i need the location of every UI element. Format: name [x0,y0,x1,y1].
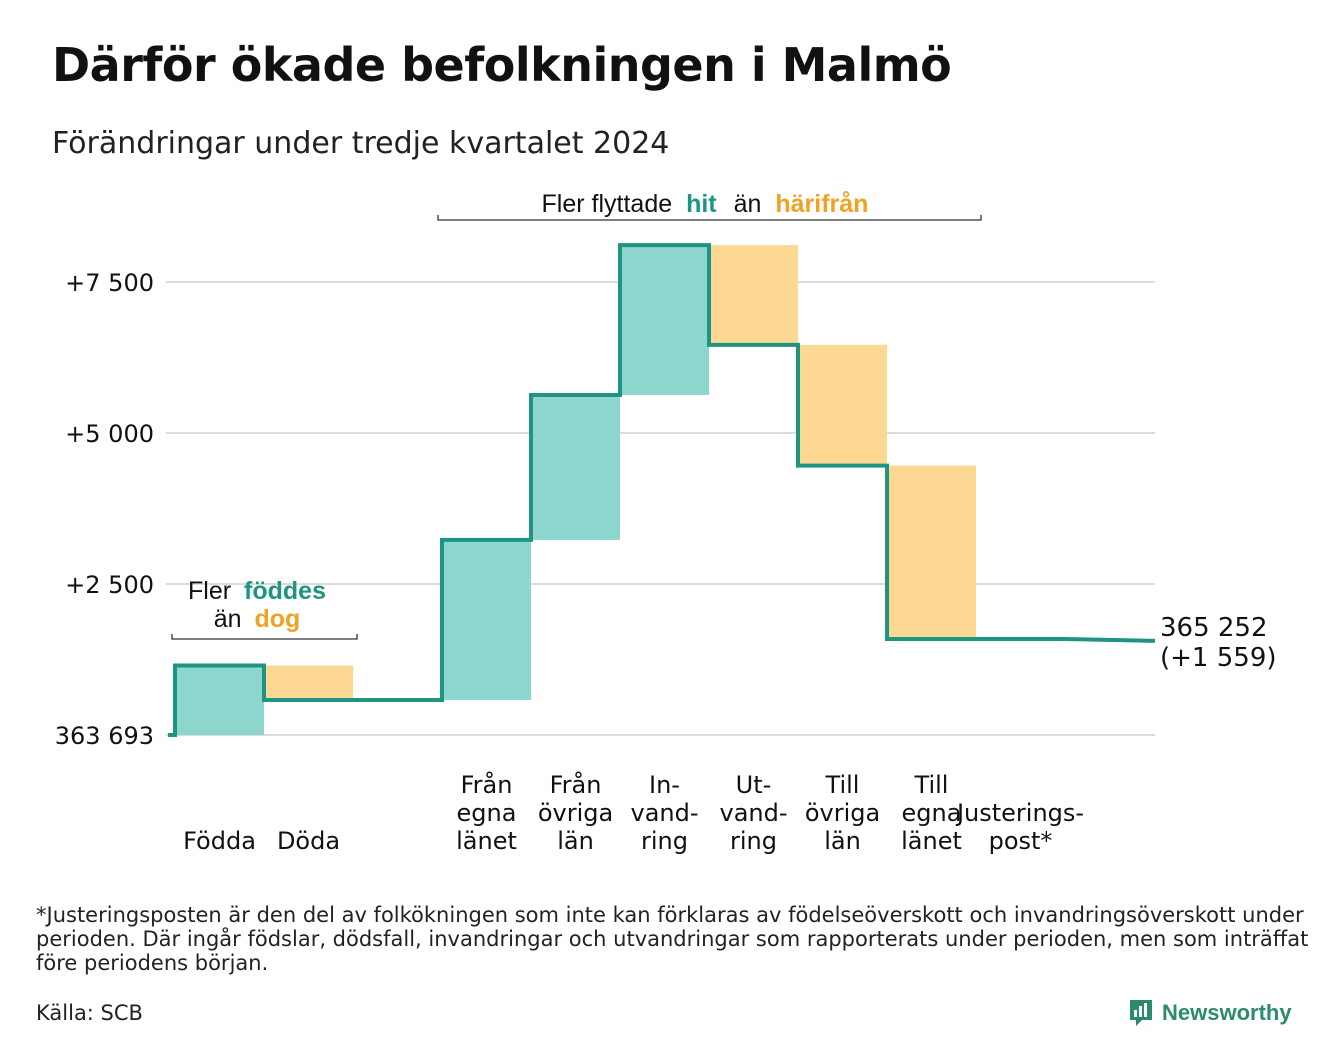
category-label: länet [456,827,517,855]
y-tick-label: 363 693 [55,722,154,750]
increase-bar [442,539,531,700]
population-step-line [168,243,1156,737]
category-label: länet [901,827,962,855]
births-annotation-highlight: föddes [244,577,326,605]
decrease-bar [887,465,976,639]
category-label: In- [649,771,680,799]
category-label: län [824,827,861,855]
end-change-label: (+1 559) [1160,643,1277,673]
category-label: Födda [183,827,256,855]
svg-text:Fler föddes: Fler föddes [188,577,326,605]
category-label: egna [457,799,517,827]
decrease-bar [264,665,353,700]
end-value-label: 365 252 [1160,613,1268,643]
chart-title: Därför ökade befolkningen i Malmö [52,38,952,92]
y-tick-label: +5 000 [65,420,154,448]
decrease-bar [798,344,887,466]
y-tick-label: +2 500 [65,571,154,599]
category-label: ring [641,827,688,855]
increase-bar [531,394,620,540]
increase-bar [620,245,709,395]
category-label: övriga [538,799,613,827]
svg-text:än dog: än dog [214,605,301,633]
migration-annotation-highlight-in: hit [686,190,717,218]
brand-name: Newsworthy [1162,1000,1292,1025]
category-label: egna [902,799,962,827]
migration-annotation-prefix: Fler flyttade [542,190,673,218]
births-annotation: Fler föddes än dog [171,577,358,640]
deaths-annotation-prefix: än [214,605,242,633]
category-label: ring [730,827,777,855]
deaths-annotation-highlight: dog [254,605,300,633]
y-tick-label: +7 500 [65,269,154,297]
migration-annotation-highlight-out: härifrån [775,190,868,218]
category-label: post* [989,827,1053,855]
category-label: vand- [630,799,698,827]
svg-text:Fler flyttade hit: Fler flyttade hit än härifrån [542,190,869,218]
births-bracket [171,634,358,640]
category-label: Ut- [736,771,772,799]
births-annotation-prefix: Fler [188,577,231,605]
category-label: Från [461,770,513,799]
chart-subtitle: Förändringar under tredje kvartalet 2024 [52,126,670,161]
migration-bracket [437,215,982,221]
category-label: Från [550,770,602,799]
category-label: övriga [805,799,880,827]
newsworthy-logo: Newsworthy [1128,998,1292,1028]
footnote: *Justeringsposten är den del av folkökni… [36,903,1309,975]
category-label: vand- [719,799,787,827]
category-label: Döda [277,827,340,855]
chart-logo-icon [1130,1000,1152,1026]
migration-annotation: Fler flyttade hit än härifrån [437,190,982,221]
source-label: Källa: SCB [36,1001,143,1025]
category-label: Justerings- [955,799,1084,827]
category-label: Till [914,771,949,799]
category-label: Till [825,771,860,799]
category-label: län [557,827,594,855]
increase-bar [175,665,264,735]
decrease-bar [709,245,798,345]
migration-annotation-middle: än [734,190,762,218]
